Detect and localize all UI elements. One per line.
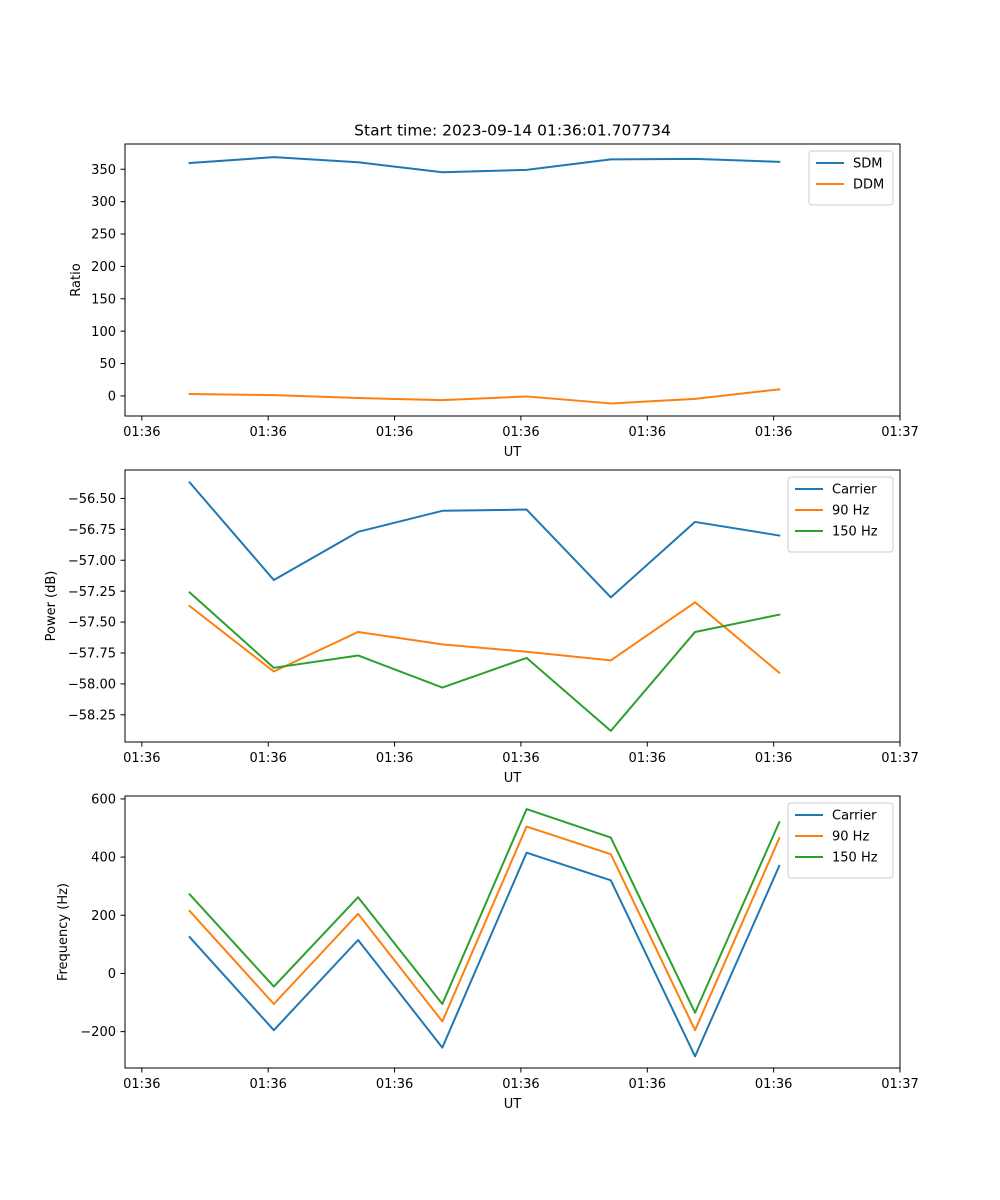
- y-tick-label: −57.50: [68, 616, 116, 631]
- series-line-150-hz: [188, 808, 781, 1014]
- legend: Carrier 90 Hz 150 Hz: [787, 802, 894, 879]
- x-axis-label: UT: [504, 771, 522, 786]
- legend-frame: [787, 476, 894, 553]
- legend-label-90-hz: 90 Hz: [832, 830, 869, 845]
- legend-label-150-hz: 150 Hz: [832, 851, 878, 866]
- plot-area-frame: [124, 469, 901, 743]
- legend: SDM DDM: [808, 150, 894, 206]
- series-line-ddm: [188, 388, 781, 405]
- y-tick-label: 350: [91, 163, 116, 178]
- series-line-90-hz: [188, 825, 781, 1032]
- legend-frame: [808, 150, 894, 206]
- legend: Carrier 90 Hz 150 Hz: [787, 476, 894, 553]
- x-tick-label: 01:36: [249, 751, 286, 766]
- plot-area-frame: [124, 143, 901, 417]
- x-tick-label: 01:36: [123, 425, 160, 440]
- y-axis-label: Ratio: [69, 263, 84, 296]
- x-tick-label: 01:36: [502, 1077, 539, 1092]
- x-tick-label: 01:36: [376, 1077, 413, 1092]
- y-tick-label: 150: [91, 292, 116, 307]
- y-tick-label: 50: [99, 357, 116, 372]
- legend-label-carrier: Carrier: [832, 483, 877, 498]
- y-tick-label: 200: [91, 260, 116, 275]
- y-tick-label: 600: [91, 793, 116, 808]
- subplot-2: 01:36 01:36 01:36 01:36 01:36 01:36 01:37 −56.5…: [44, 469, 919, 786]
- x-tick-label: 01:36: [502, 425, 539, 440]
- series-line-carrier: [188, 480, 781, 599]
- subplot-1: 01:36 01:36 01:36 01:36 01:36 01:36 01:37 350 30…: [69, 143, 919, 460]
- y-tick-label: 0: [108, 967, 116, 982]
- x-tick-label: 01:36: [502, 751, 539, 766]
- y-tick-label: −57.75: [68, 647, 116, 662]
- x-tick-label: 01:37: [881, 751, 918, 766]
- legend-label-sdm: SDM: [853, 157, 882, 172]
- x-tick-label: 01:36: [123, 751, 160, 766]
- y-tick-label: −56.75: [68, 523, 116, 538]
- x-tick-label: 01:36: [755, 751, 792, 766]
- x-tick-label: 01:36: [249, 425, 286, 440]
- y-tick-label: 300: [91, 195, 116, 210]
- legend-label-carrier: Carrier: [832, 809, 877, 824]
- x-tick-label: 01:36: [629, 751, 666, 766]
- figure-title: Start time: 2023-09-14 01:36:01.707734: [354, 122, 671, 140]
- x-tick-label: 01:37: [881, 1077, 918, 1092]
- series-line-150-hz: [188, 590, 781, 732]
- y-tick-label: 200: [91, 909, 116, 924]
- legend-label-ddm: DDM: [853, 178, 884, 193]
- subplot-3: 01:36 01:36 01:36 01:36 01:36 01:36 01:37 600 40…: [56, 793, 919, 1112]
- x-tick-label: 01:36: [376, 425, 413, 440]
- y-tick-label: −58.25: [68, 708, 116, 723]
- legend-frame: [787, 802, 894, 879]
- series-line-sdm: [188, 156, 781, 174]
- x-tick-label: 01:37: [881, 425, 918, 440]
- x-axis-label: UT: [504, 1097, 522, 1112]
- y-tick-label: 0: [108, 390, 116, 405]
- x-tick-label: 01:36: [376, 751, 413, 766]
- y-tick-label: −56.50: [68, 492, 116, 507]
- y-tick-label: 100: [91, 325, 116, 340]
- y-axis-label: Frequency (Hz): [56, 883, 71, 981]
- y-tick-label: 250: [91, 228, 116, 243]
- x-axis-label: UT: [504, 445, 522, 460]
- legend-label-90-hz: 90 Hz: [832, 504, 869, 519]
- x-tick-label: 01:36: [755, 425, 792, 440]
- y-tick-label: −57.25: [68, 585, 116, 600]
- x-tick-label: 01:36: [123, 1077, 160, 1092]
- y-tick-label: 400: [91, 851, 116, 866]
- series-line-carrier: [188, 851, 781, 1058]
- y-tick-label: −58.00: [68, 677, 116, 692]
- x-tick-label: 01:36: [629, 425, 666, 440]
- x-tick-label: 01:36: [755, 1077, 792, 1092]
- y-tick-label: −200: [80, 1025, 116, 1040]
- plot-area-frame: [124, 795, 901, 1069]
- y-tick-label: −57.00: [68, 554, 116, 569]
- x-tick-label: 01:36: [629, 1077, 666, 1092]
- legend-label-150-hz: 150 Hz: [832, 525, 878, 540]
- subplots: 01:36 01:36 01:36 01:36 01:36 01:36 01:37 350 30…: [44, 143, 919, 1112]
- x-tick-label: 01:36: [249, 1077, 286, 1092]
- y-axis-label: Power (dB): [44, 571, 59, 642]
